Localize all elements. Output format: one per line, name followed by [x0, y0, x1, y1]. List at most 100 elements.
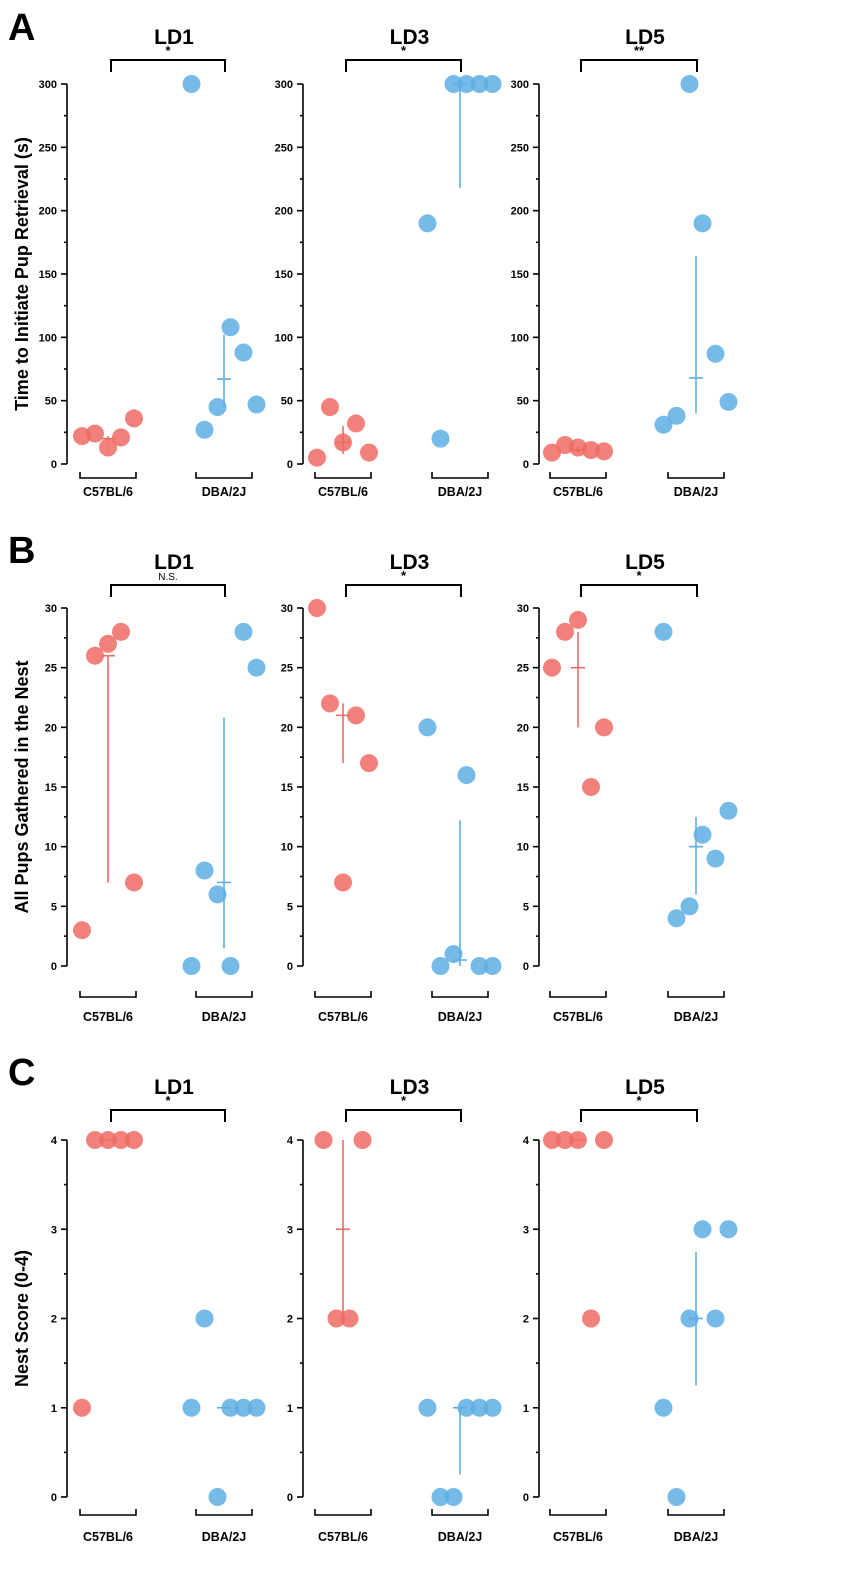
data-point	[556, 622, 574, 641]
panel-letter: B	[8, 530, 35, 572]
y-tick-label: 300	[511, 79, 529, 91]
series-dba2j	[418, 718, 502, 975]
subplot-title: LD3	[390, 26, 430, 49]
significance-label: *	[165, 43, 171, 58]
data-point	[444, 1488, 463, 1506]
y-tick-label: 10	[45, 842, 57, 854]
category-bracket	[549, 1509, 607, 1516]
significance-bracket	[345, 1109, 462, 1122]
y-tick-label: 200	[511, 206, 529, 218]
data-point	[654, 622, 673, 641]
subplot-title: LD5	[625, 551, 665, 574]
y-tick-label: 50	[45, 396, 57, 408]
data-point	[182, 957, 201, 975]
category-bracket	[667, 472, 725, 479]
y-tick-label: 0	[287, 459, 293, 471]
data-point	[706, 849, 725, 868]
y-tick-label: 300	[275, 79, 293, 91]
data-point	[431, 1488, 450, 1506]
significance-label: *	[636, 568, 642, 583]
data-point	[569, 610, 587, 629]
y-axis-label: All Pups Gathered in the Nest	[12, 660, 32, 913]
significance-label: *	[401, 1093, 407, 1108]
data-point	[693, 825, 712, 844]
y-tick-label: 150	[511, 269, 529, 281]
data-point	[86, 424, 104, 443]
category-bracket	[431, 1509, 489, 1516]
x-category-label: C57BL/6	[553, 485, 603, 499]
x-category-label: DBA/2J	[674, 1010, 719, 1024]
data-point	[654, 1398, 673, 1417]
data-point	[595, 1131, 613, 1149]
series-dba2j	[418, 75, 502, 448]
significance-label: *	[165, 1093, 171, 1108]
subplot-title: LD1	[154, 1076, 194, 1099]
data-point	[314, 1131, 333, 1149]
category-bracket	[79, 472, 137, 479]
x-category-label: C57BL/6	[83, 1530, 133, 1544]
y-axis-label: Nest Score (0-4)	[12, 1250, 32, 1387]
data-point	[543, 443, 561, 462]
y-tick-label: 5	[287, 901, 293, 913]
y-tick-label: 10	[281, 842, 293, 854]
data-point	[543, 658, 561, 677]
category-bracket	[667, 991, 725, 998]
y-axis-label: Time to Initiate Pup Retrieval (s)	[12, 137, 32, 411]
data-point	[667, 1488, 686, 1506]
x-category-label: C57BL/6	[318, 1010, 368, 1024]
x-category-label: DBA/2J	[438, 1530, 483, 1544]
y-tick-label: 100	[39, 332, 57, 344]
subplot-ld3: LD3* 0 5 10 15 20 25 30 C57BL/6 DBA/2J	[281, 551, 502, 1024]
subplot-ld1: LD1* 0 50 100 150 200 250 300 C57BL/6 DBA/2J	[39, 26, 266, 499]
category-bracket	[549, 472, 607, 479]
data-point	[221, 957, 240, 975]
significance-label: N.S.	[158, 572, 177, 583]
y-tick-label: 0	[51, 459, 57, 471]
data-point	[706, 1309, 725, 1328]
data-point	[457, 766, 476, 785]
data-point	[112, 622, 130, 641]
category-bracket	[431, 991, 489, 998]
y-tick-label: 3	[287, 1224, 293, 1236]
data-point	[693, 214, 712, 233]
series-c57bl6	[73, 622, 143, 940]
series-dba2j	[654, 1220, 738, 1506]
y-tick-label: 25	[45, 663, 57, 675]
significance-bracket	[110, 1109, 226, 1122]
data-point	[234, 1398, 253, 1417]
y-tick-label: 5	[51, 901, 57, 913]
y-tick-label: 250	[39, 142, 57, 154]
data-point	[99, 634, 117, 653]
category-bracket	[314, 991, 372, 998]
y-tick-label: 300	[39, 79, 57, 91]
x-category-label: C57BL/6	[553, 1010, 603, 1024]
x-category-label: DBA/2J	[438, 1010, 483, 1024]
series-c57bl6	[73, 409, 143, 457]
data-point	[360, 754, 378, 773]
panel-letter: A	[8, 7, 35, 49]
y-tick-label: 250	[275, 142, 293, 154]
data-point	[483, 1398, 502, 1417]
data-point	[470, 957, 489, 975]
data-point	[208, 1488, 227, 1506]
series-dba2j	[654, 622, 738, 928]
data-point	[247, 395, 266, 414]
category-bracket	[195, 1509, 253, 1516]
data-point	[182, 1398, 201, 1417]
y-tick-label: 30	[517, 603, 529, 615]
data-point	[327, 1309, 346, 1328]
y-tick-label: 20	[517, 722, 529, 734]
y-tick-label: 2	[51, 1314, 57, 1326]
x-category-label: DBA/2J	[202, 485, 247, 499]
data-point	[195, 420, 214, 439]
significance-bracket	[580, 59, 698, 72]
series-c57bl6	[543, 610, 613, 796]
panel-letter: C	[8, 1052, 35, 1094]
y-tick-label: 30	[45, 603, 57, 615]
y-tick-label: 1	[51, 1403, 57, 1415]
data-point	[719, 801, 738, 820]
y-tick-label: 4	[51, 1135, 58, 1147]
series-c57bl6	[308, 599, 378, 892]
data-point	[340, 1309, 359, 1328]
